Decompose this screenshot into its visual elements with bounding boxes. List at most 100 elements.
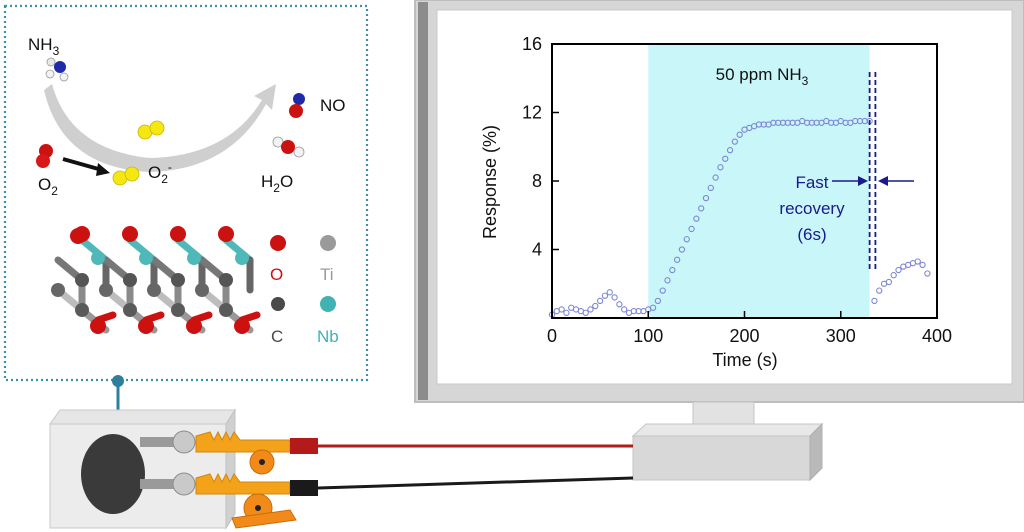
- data-point: [731, 138, 739, 145]
- data-point: [621, 306, 628, 313]
- data-point: [616, 301, 623, 308]
- data-point: [736, 131, 743, 138]
- adsorption-arrow: [62, 157, 103, 172]
- h2o-molecule: [272, 136, 305, 158]
- wire-black: [317, 476, 634, 490]
- data-point: [914, 258, 921, 265]
- clip-upper-sleeve: [290, 438, 318, 454]
- data-point: [702, 194, 710, 202]
- legend-nb-label: Nb: [317, 327, 339, 346]
- o2-molecule: [36, 144, 53, 168]
- response-chart: 0 100 200 300 400 4 8 12 16 Time (s) Response (…: [480, 34, 952, 370]
- x-tick-label: 0: [547, 326, 557, 346]
- data-point: [558, 306, 565, 313]
- x-tick-label: 200: [729, 326, 759, 346]
- legend-o-atom: [270, 235, 286, 251]
- data-point: [885, 278, 893, 286]
- legend-c-label: C: [271, 327, 283, 346]
- contact-pad-upper: [172, 430, 196, 454]
- panel-connector-dot-top: [112, 375, 124, 387]
- legend-c-atom: [271, 297, 285, 311]
- data-point: [664, 277, 671, 284]
- data-point: [678, 246, 686, 253]
- data-point: [707, 184, 714, 191]
- y-axis-label: Response (%): [480, 125, 500, 239]
- y-tick-label: 8: [532, 171, 542, 191]
- data-point: [919, 261, 926, 269]
- recovery-arrow-right-head: [878, 176, 888, 186]
- sensor-device: [49, 408, 634, 530]
- substrate-top: [49, 409, 236, 425]
- data-points: [548, 117, 931, 318]
- nh3-label: NH3: [28, 35, 60, 58]
- data-point: [582, 309, 589, 317]
- data-point: [876, 287, 883, 294]
- adsorbed-oxygen-2: [112, 166, 140, 186]
- legend-nb-atom: [320, 296, 336, 312]
- mxene-lattice: [51, 226, 261, 334]
- y-tick-label: 4: [532, 240, 542, 260]
- data-point: [606, 289, 613, 296]
- data-point: [693, 215, 700, 222]
- data-point: [563, 309, 570, 317]
- data-point: [649, 304, 657, 311]
- data-point: [688, 225, 695, 233]
- data-point: [683, 236, 690, 243]
- data-point: [659, 287, 666, 294]
- no-molecule: [289, 93, 305, 118]
- electrode-upper: [140, 437, 186, 447]
- legend-ti-atom: [320, 235, 336, 251]
- monitor-base-side: [809, 422, 823, 482]
- annotation-line-2: recovery: [779, 199, 845, 218]
- recovery-arrow-left-head: [858, 176, 868, 186]
- adsorption-arrow-head: [96, 163, 110, 176]
- y-ticks: 4 8 12 16: [522, 34, 559, 260]
- x-tick-label: 300: [826, 326, 856, 346]
- data-point: [726, 147, 734, 154]
- monitor-base-front: [632, 435, 811, 481]
- data-point: [895, 266, 902, 274]
- data-point: [673, 256, 681, 263]
- sensing-film: [81, 434, 145, 514]
- x-ticks: 0 100 200 300 400: [547, 311, 952, 346]
- data-point: [890, 272, 897, 279]
- monitor-neck: [692, 401, 755, 427]
- clip-lower-sleeve: [290, 480, 318, 496]
- data-point: [592, 302, 599, 310]
- data-point: [871, 297, 878, 305]
- data-point: [596, 297, 604, 305]
- exposure-label: 50 ppm NH3: [716, 65, 809, 88]
- data-point: [587, 306, 594, 313]
- reaction-arrow: [44, 84, 276, 172]
- alligator-clip-upper: [195, 430, 318, 475]
- substrate-side: [225, 408, 236, 530]
- fast-recovery-annotation: Fast recovery (6s): [779, 72, 914, 272]
- annotation-line-1: Fast: [795, 173, 828, 192]
- data-point: [717, 164, 724, 171]
- y-tick-label: 16: [522, 34, 542, 54]
- data-point: [669, 266, 676, 274]
- electrode-lower: [140, 479, 186, 489]
- o2-label: O2: [38, 175, 58, 198]
- data-point: [654, 297, 662, 305]
- monitor-left-edge: [418, 2, 428, 400]
- annotation-line-3: (6s): [797, 225, 826, 244]
- x-axis-label: Time (s): [712, 350, 777, 370]
- contact-pad-lower: [172, 472, 196, 496]
- y-tick-label: 12: [522, 103, 542, 123]
- data-point: [712, 174, 719, 181]
- h2o-label: H2O: [261, 172, 293, 195]
- no-label: NO: [320, 96, 346, 115]
- data-point: [611, 294, 618, 301]
- nh3-molecule: [45, 57, 69, 82]
- o2-minus-label: O2-: [148, 160, 172, 186]
- data-point: [722, 155, 729, 162]
- x-tick-label: 400: [922, 326, 952, 346]
- adsorbed-oxygen-1: [137, 120, 165, 140]
- atom-legend: O Ti C Nb: [270, 235, 339, 346]
- x-tick-label: 100: [633, 326, 663, 346]
- data-point: [698, 205, 705, 212]
- legend-ti-label: Ti: [320, 265, 334, 284]
- legend-o-label: O: [270, 265, 283, 284]
